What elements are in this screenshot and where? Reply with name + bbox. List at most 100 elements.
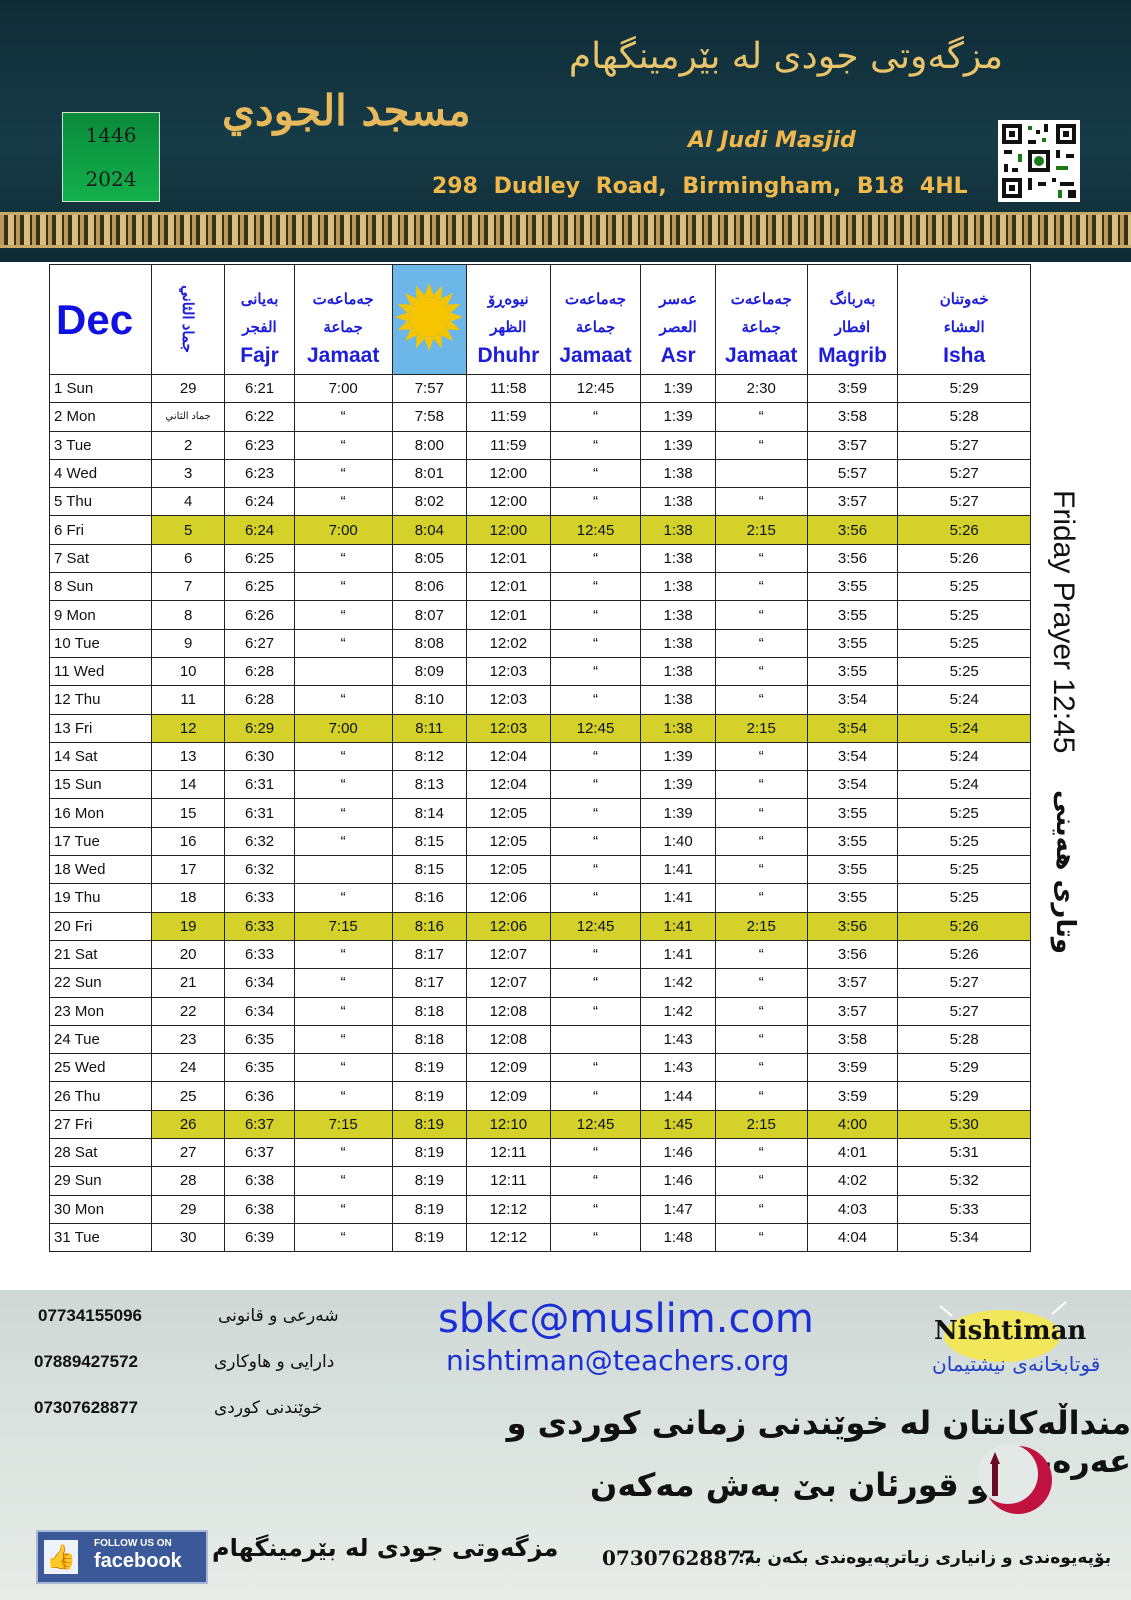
asr-cell: 1:38 <box>641 516 715 544</box>
magrib-cell: 3:56 <box>807 912 898 940</box>
header-fajr-kurdish: بەیانی <box>225 290 293 308</box>
sunrise-cell: 8:00 <box>392 431 466 459</box>
magrib-cell: 3:54 <box>807 686 898 714</box>
email-link-primary[interactable]: sbkc@muslim.com <box>438 1296 814 1342</box>
qr-code-icon[interactable] <box>998 120 1080 202</box>
dhuhr-jamaat-cell: “ <box>550 969 641 997</box>
dhuhr-cell: 12:01 <box>467 573 551 601</box>
sunrise-cell: 8:16 <box>392 884 466 912</box>
header-isha: خەوتنان العشاء Isha <box>898 265 1031 375</box>
sunrise-cell: 8:18 <box>392 1025 466 1053</box>
contact-phone-3[interactable]: 07307628877 <box>34 1398 138 1418</box>
dhuhr-jamaat-cell: “ <box>550 686 641 714</box>
dhuhr-cell: 12:08 <box>467 997 551 1025</box>
asr-jamaat-cell: 2:15 <box>715 1110 807 1138</box>
fajr-jamaat-cell: “ <box>294 771 392 799</box>
header-magrib-arabic: افطار <box>808 318 898 336</box>
isha-cell: 5:30 <box>898 1110 1031 1138</box>
year-box: 1446 2024 <box>62 112 160 202</box>
mosque-title-kurdish: مزگەوتی جودی لە بێرمینگهام <box>569 36 1003 77</box>
isha-cell: 5:26 <box>898 516 1031 544</box>
magrib-cell: 3:57 <box>807 997 898 1025</box>
hijri-day-cell: 9 <box>151 629 224 657</box>
fajr-jamaat-cell: “ <box>294 1054 392 1082</box>
fajr-cell: 6:32 <box>225 856 294 884</box>
sunrise-cell: 8:19 <box>392 1110 466 1138</box>
contact-phone-1[interactable]: 07734155096 <box>38 1306 142 1326</box>
fajr-cell: 6:22 <box>225 403 294 431</box>
header-magrib: بەربانگ افطار Magrib <box>807 265 898 375</box>
magrib-cell: 3:58 <box>807 1025 898 1053</box>
contact-instructions: بۆپەیوەندی و زانیاری زیاترپەیوەندی بکەن … <box>738 1548 1111 1568</box>
fajr-jamaat-cell: “ <box>294 884 392 912</box>
day-cell: 1 Sun <box>50 375 152 403</box>
header-fajr: بەیانی الفجر Fajr <box>225 265 294 375</box>
table-row: 18 Wed 17 6:32 8:15 12:05 “1:41 “3:55 5:25 <box>50 856 1031 884</box>
header-dhuhr-jamaat-arabic: جماعة <box>551 318 641 336</box>
day-cell: 16 Mon <box>50 799 152 827</box>
magrib-cell: 3:59 <box>807 1054 898 1082</box>
header-fajr-jamaat-arabic: جماعة <box>295 318 392 336</box>
hijri-day-cell: 18 <box>151 884 224 912</box>
table-row: 11 Wed 10 6:28 8:09 12:03 “1:38 “3:55 5:25 <box>50 657 1031 685</box>
asr-jamaat-cell: “ <box>715 1195 807 1223</box>
isha-cell: 5:25 <box>898 827 1031 855</box>
asr-cell: 1:39 <box>641 799 715 827</box>
contact-phone-main[interactable]: 07307628877 <box>602 1546 755 1570</box>
fajr-cell: 6:33 <box>225 940 294 968</box>
header-fajr-arabic: الفجر <box>225 318 293 336</box>
sunrise-cell: 8:13 <box>392 771 466 799</box>
fajr-jamaat-cell: “ <box>294 573 392 601</box>
dhuhr-jamaat-cell: “ <box>550 856 641 884</box>
header-isha-arabic: العشاء <box>898 318 1030 336</box>
fajr-jamaat-cell: “ <box>294 742 392 770</box>
dhuhr-jamaat-cell: “ <box>550 1195 641 1223</box>
header-banner: مزگەوتی جودی لە بێرمینگهام مسجد الجودي 1… <box>0 0 1131 262</box>
facebook-follow-button[interactable]: 👍 FOLLOW US ON facebook <box>36 1530 208 1584</box>
asr-cell: 1:38 <box>641 459 715 487</box>
hijri-day-cell: 14 <box>151 771 224 799</box>
contact-phone-2[interactable]: 07889427572 <box>34 1352 138 1372</box>
thumbs-up-icon: 👍 <box>44 1540 78 1574</box>
fajr-jamaat-cell: “ <box>294 969 392 997</box>
dhuhr-cell: 12:04 <box>467 742 551 770</box>
fajr-jamaat-cell: “ <box>294 1139 392 1167</box>
asr-jamaat-cell: “ <box>715 771 807 799</box>
friday-prayer-label: Friday Prayer 12:45 <box>1046 490 1080 753</box>
table-row: 1 Sun 29 6:21 7:00 7:57 11:58 12:45 1:39 2:30 3:5… <box>50 375 1031 403</box>
fajr-cell: 6:23 <box>225 431 294 459</box>
isha-cell: 5:29 <box>898 375 1031 403</box>
day-cell: 3 Tue <box>50 431 152 459</box>
isha-cell: 5:27 <box>898 997 1031 1025</box>
day-cell: 14 Sat <box>50 742 152 770</box>
header-dhuhr-kurdish: نیوەڕۆ <box>467 290 550 308</box>
sunrise-cell: 8:04 <box>392 516 466 544</box>
header-dhuhr-jamaat: جەماعەت جماعة Jamaat <box>550 265 641 375</box>
fajr-cell: 6:28 <box>225 657 294 685</box>
dhuhr-jamaat-cell: “ <box>550 1167 641 1195</box>
asr-jamaat-cell: 2:15 <box>715 714 807 742</box>
asr-jamaat-cell: “ <box>715 629 807 657</box>
fajr-cell: 6:24 <box>225 516 294 544</box>
dhuhr-cell: 12:09 <box>467 1082 551 1110</box>
header-fajr-jamaat-english: Jamaat <box>295 344 392 368</box>
fajr-cell: 6:27 <box>225 629 294 657</box>
header-dhuhr-english: Dhuhr <box>467 344 550 368</box>
sunrise-cell: 8:15 <box>392 856 466 884</box>
isha-cell: 5:34 <box>898 1223 1031 1251</box>
dhuhr-cell: 12:04 <box>467 771 551 799</box>
sunrise-cell: 8:07 <box>392 601 466 629</box>
isha-cell: 5:26 <box>898 912 1031 940</box>
isha-cell: 5:25 <box>898 573 1031 601</box>
table-row: 31 Tue 30 6:39 “8:19 12:12 “1:48 “4:04 5:34 <box>50 1223 1031 1251</box>
magrib-cell: 3:59 <box>807 375 898 403</box>
asr-jamaat-cell: “ <box>715 1054 807 1082</box>
dhuhr-jamaat-cell: 12:45 <box>550 912 641 940</box>
email-link-school[interactable]: nishtiman@teachers.org <box>446 1344 789 1377</box>
hijri-day-cell: 4 <box>151 488 224 516</box>
friday-prayer-label-kurdish: وتاری هەینی <box>1050 790 1080 954</box>
hijri-day-cell: 5 <box>151 516 224 544</box>
fajr-jamaat-cell: “ <box>294 1025 392 1053</box>
table-row: 20 Fri 19 6:33 7:15 8:16 12:06 12:45 1:41 2:15 3:… <box>50 912 1031 940</box>
asr-jamaat-cell: “ <box>715 431 807 459</box>
